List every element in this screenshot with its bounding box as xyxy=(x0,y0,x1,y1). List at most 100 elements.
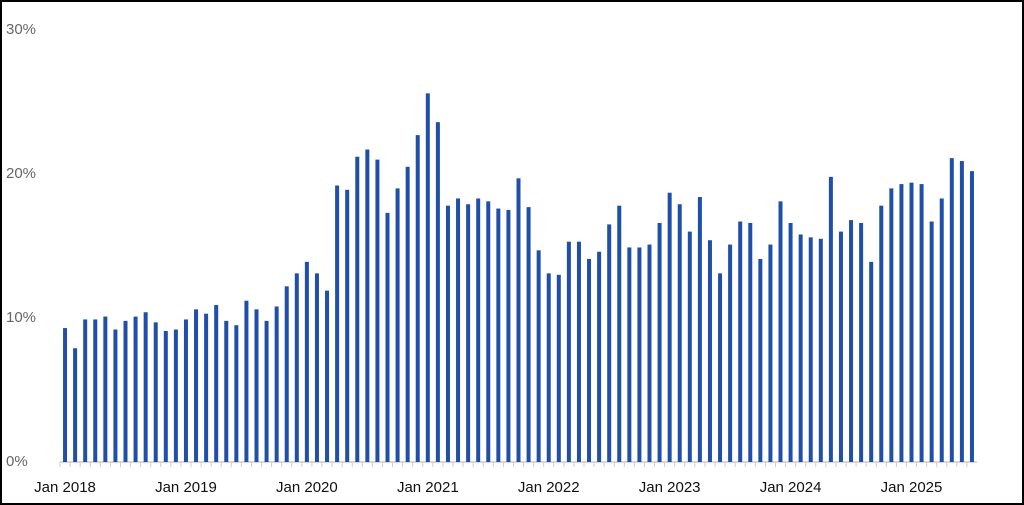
bar xyxy=(405,166,410,463)
bar xyxy=(214,305,219,462)
bar xyxy=(889,188,894,462)
bar xyxy=(365,149,370,462)
y-tick-label: 30% xyxy=(6,21,36,38)
bar xyxy=(204,313,209,462)
bar xyxy=(314,273,319,462)
x-tick-label: Jan 2021 xyxy=(397,479,459,496)
bar xyxy=(345,189,350,462)
bar xyxy=(637,247,642,462)
bar xyxy=(304,261,309,462)
bar xyxy=(83,319,88,462)
bar xyxy=(274,306,279,462)
bar xyxy=(758,258,763,462)
bar xyxy=(244,300,249,462)
bar xyxy=(838,231,843,462)
bar xyxy=(476,198,481,463)
bar xyxy=(818,238,823,462)
bar xyxy=(959,161,964,463)
bar xyxy=(93,319,98,462)
bar xyxy=(859,222,864,462)
bar xyxy=(73,348,78,462)
bar xyxy=(597,251,602,462)
x-tick-label: Jan 2024 xyxy=(760,479,822,496)
bar xyxy=(254,309,259,462)
bar xyxy=(728,244,733,462)
bar xyxy=(697,197,702,463)
x-tick-label: Jan 2022 xyxy=(518,479,580,496)
bar xyxy=(566,241,571,462)
bar xyxy=(103,316,108,462)
bar xyxy=(738,221,743,462)
bar xyxy=(486,201,491,463)
bar xyxy=(718,273,723,462)
bar xyxy=(536,250,541,462)
bar xyxy=(919,184,924,462)
bar xyxy=(224,320,229,462)
bar xyxy=(63,328,68,462)
bar xyxy=(607,224,612,462)
bar xyxy=(969,171,974,462)
bar xyxy=(415,135,420,462)
bar xyxy=(849,220,854,462)
bar xyxy=(899,184,904,462)
bar xyxy=(194,309,199,462)
bar xyxy=(113,329,118,462)
bar xyxy=(587,258,592,462)
bar xyxy=(556,274,561,462)
bar xyxy=(576,241,581,462)
bar xyxy=(909,182,914,462)
bar xyxy=(325,290,330,462)
bar xyxy=(234,325,239,462)
bar xyxy=(546,273,551,462)
bar xyxy=(173,329,178,462)
x-tick-label: Jan 2019 xyxy=(155,479,217,496)
bar xyxy=(657,222,662,462)
bar xyxy=(335,185,340,462)
bar xyxy=(869,261,874,462)
bar xyxy=(647,244,652,462)
x-tick-label: Jan 2018 xyxy=(34,479,96,496)
x-tick-label: Jan 2025 xyxy=(881,479,943,496)
bar xyxy=(183,319,188,462)
bar xyxy=(425,93,430,463)
bar xyxy=(748,222,753,462)
bar xyxy=(506,210,511,462)
bar xyxy=(284,286,289,462)
bar xyxy=(828,176,833,462)
bar xyxy=(355,156,360,462)
bar xyxy=(778,201,783,463)
bar xyxy=(627,247,632,462)
bar xyxy=(264,320,269,462)
bar xyxy=(617,205,622,462)
bar xyxy=(707,240,712,462)
bar xyxy=(879,205,884,462)
y-tick-label: 10% xyxy=(6,309,36,326)
bar xyxy=(768,244,773,462)
bar xyxy=(294,273,299,462)
bar xyxy=(395,188,400,462)
bar xyxy=(798,234,803,462)
x-tick-label: Jan 2020 xyxy=(276,479,338,496)
bar xyxy=(496,208,501,462)
bar xyxy=(526,207,531,462)
bar xyxy=(123,320,128,462)
y-tick-label: 0% xyxy=(6,453,28,470)
bar xyxy=(939,198,944,463)
bar xyxy=(133,316,138,462)
bar xyxy=(143,312,148,462)
bar xyxy=(929,221,934,462)
bar xyxy=(456,198,461,463)
bar xyxy=(687,231,692,462)
bar xyxy=(788,222,793,462)
bar xyxy=(949,158,954,462)
bar xyxy=(163,330,168,462)
bar xyxy=(435,122,440,462)
bar xyxy=(385,212,390,462)
bar xyxy=(375,159,380,462)
x-tick-label: Jan 2023 xyxy=(639,479,701,496)
bar xyxy=(516,178,521,462)
bar xyxy=(153,322,158,462)
bar xyxy=(466,204,471,463)
y-tick-label: 20% xyxy=(6,165,36,182)
